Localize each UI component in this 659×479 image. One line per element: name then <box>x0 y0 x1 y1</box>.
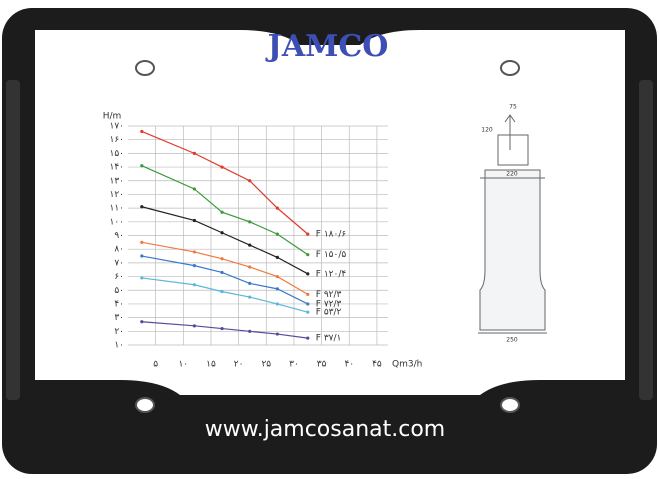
point <box>275 255 279 259</box>
point <box>140 164 144 168</box>
y-tick-label: ۷۰ <box>114 258 124 268</box>
point <box>248 220 252 224</box>
point <box>220 231 224 235</box>
point <box>220 326 224 331</box>
y-tick-label: ۱۰ <box>114 341 124 351</box>
legend-label: F ۱۵۰/۵ <box>316 250 347 260</box>
dim-label: 75 <box>509 104 517 111</box>
point <box>306 272 310 276</box>
x-tick-label: ۲۰ <box>234 360 244 370</box>
point <box>248 179 252 183</box>
x-tick-label: ۵ <box>153 360 158 370</box>
y-tick-label: ۵۰ <box>114 286 124 296</box>
point <box>248 281 252 286</box>
x-axis-label: Qm3/h <box>392 360 422 370</box>
y-tick-label: ۶۰ <box>114 272 124 282</box>
point <box>275 274 279 279</box>
point <box>248 243 252 247</box>
point <box>275 302 279 306</box>
point <box>192 250 196 254</box>
point <box>192 324 196 328</box>
y-tick-label: ۱۴۰ <box>109 163 124 173</box>
series-line <box>141 255 309 305</box>
legend-label: F ۱۲۰/۴ <box>316 269 347 279</box>
x-tick-label: ۴۵ <box>372 360 382 370</box>
point <box>220 257 224 261</box>
point <box>306 232 310 236</box>
website: www.jamcosanat.com <box>205 417 446 442</box>
point <box>140 129 144 134</box>
point <box>306 336 310 340</box>
point <box>248 329 252 333</box>
point <box>275 206 279 210</box>
y-tick-label: ۱۰۰ <box>109 217 124 227</box>
legend-label: F ۹۲/۳ <box>316 290 342 300</box>
y-tick-label: ۱۶۰ <box>109 135 124 145</box>
screw-holes <box>135 60 520 413</box>
dim-label: 250 <box>506 337 518 344</box>
dim-label: 220 <box>506 171 518 178</box>
series-line <box>141 206 309 275</box>
series-line <box>141 241 309 295</box>
x-tick-label: ۴۰ <box>344 360 354 370</box>
y-tick-label: ۱۲۰ <box>109 190 124 200</box>
point <box>306 253 310 257</box>
point <box>306 302 310 306</box>
point <box>140 254 144 258</box>
point <box>192 218 196 223</box>
x-tick-label: ۱۵ <box>206 360 216 370</box>
point <box>140 276 144 280</box>
point <box>192 151 196 155</box>
point <box>275 232 279 236</box>
series-line <box>141 165 309 256</box>
series-line <box>141 321 308 339</box>
logo: JAMCO <box>265 29 389 64</box>
y-tick-label: ۳۰ <box>114 313 124 323</box>
point <box>248 295 252 299</box>
y-axis-label: H/m <box>103 112 122 122</box>
point <box>220 290 224 294</box>
frame-ribs <box>6 80 653 400</box>
point <box>140 205 144 209</box>
y-tick-label: ۸۰ <box>114 245 124 255</box>
legend-label: F ۷۲/۳ <box>316 299 342 309</box>
point <box>192 187 196 191</box>
legend-label: F ۱۸۰/۶ <box>316 230 347 240</box>
point <box>275 287 279 291</box>
y-tick-label: ۲۰ <box>114 327 124 337</box>
x-tick-label: ۳۰ <box>289 360 299 370</box>
point <box>220 165 224 169</box>
legend-label: F ۳۷/۱ <box>316 334 342 344</box>
point <box>192 264 196 268</box>
y-tick-label: ۴۰ <box>114 299 124 309</box>
y-tick-label: ۱۵۰ <box>109 149 124 159</box>
x-tick-label: ۱۰ <box>178 360 188 370</box>
y-tick-label: ۱۳۰ <box>109 176 124 186</box>
point <box>306 292 310 296</box>
series-line <box>141 130 309 235</box>
pump-drawing <box>478 114 547 334</box>
point <box>275 332 279 336</box>
point <box>140 240 144 244</box>
y-tick-label: ۹۰ <box>114 231 124 241</box>
y-tick-label: ۱۱۰ <box>109 204 124 214</box>
y-tick-label: ۱۷۰ <box>109 122 124 132</box>
point <box>220 210 224 214</box>
point <box>192 283 196 287</box>
legend-label: F ۵۳/۲ <box>316 308 342 318</box>
x-tick-label: ۲۵ <box>261 360 271 370</box>
dim-label: 120 <box>481 127 493 134</box>
series-line <box>141 277 308 313</box>
point <box>140 320 144 324</box>
x-tick-label: ۳۵ <box>317 360 327 370</box>
point <box>248 265 252 269</box>
point <box>306 310 310 314</box>
point <box>220 270 224 275</box>
